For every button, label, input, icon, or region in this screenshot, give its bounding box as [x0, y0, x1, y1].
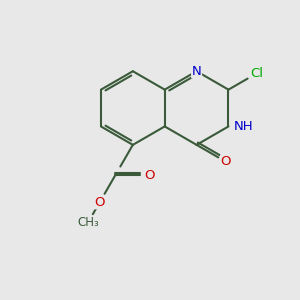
Text: N: N [192, 65, 202, 78]
Text: O: O [144, 169, 154, 182]
Text: O: O [221, 155, 231, 168]
Text: Cl: Cl [250, 67, 263, 80]
Text: NH: NH [234, 120, 254, 133]
Text: CH₃: CH₃ [77, 216, 99, 229]
Text: O: O [94, 196, 105, 209]
